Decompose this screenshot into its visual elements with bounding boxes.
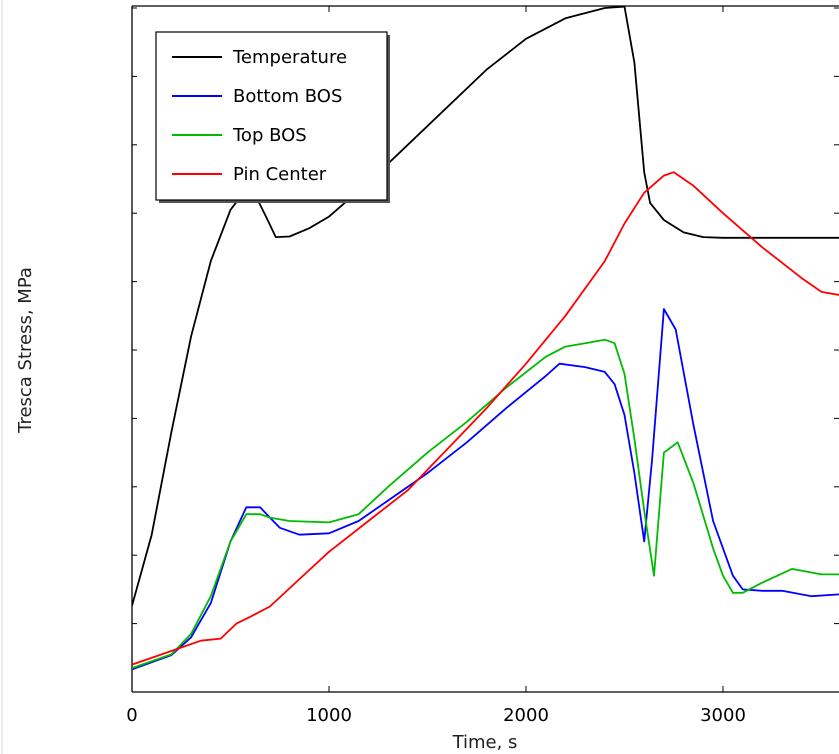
series-line-top-bos [132, 338, 839, 669]
x-tick-label: 2000 [503, 705, 549, 726]
tick-marks: 0 1000 2000 3000 [126, 6, 839, 726]
legend-label: Bottom BOS [233, 86, 342, 107]
x-tick-label: 0 [126, 705, 137, 726]
plot-lines [132, 5, 839, 671]
x-tick-label: 1000 [306, 705, 352, 726]
series-line-pin-center [132, 171, 839, 666]
series-line-bottom-bos [132, 308, 839, 671]
axes [131, 5, 839, 693]
legend-label: Temperature [232, 47, 347, 68]
series-line-temperature [132, 5, 839, 607]
legend-label: Top BOS [232, 125, 307, 146]
x-tick-label: 3000 [700, 705, 746, 726]
x-axis-label: Time, s [452, 732, 518, 753]
y-axis-label: Tresca Stress, MPa [15, 267, 36, 434]
legend: Temperature Bottom BOS Top BOS Pin Center [155, 31, 390, 203]
legend-label: Pin Center [233, 164, 327, 185]
legend-box [155, 31, 388, 201]
